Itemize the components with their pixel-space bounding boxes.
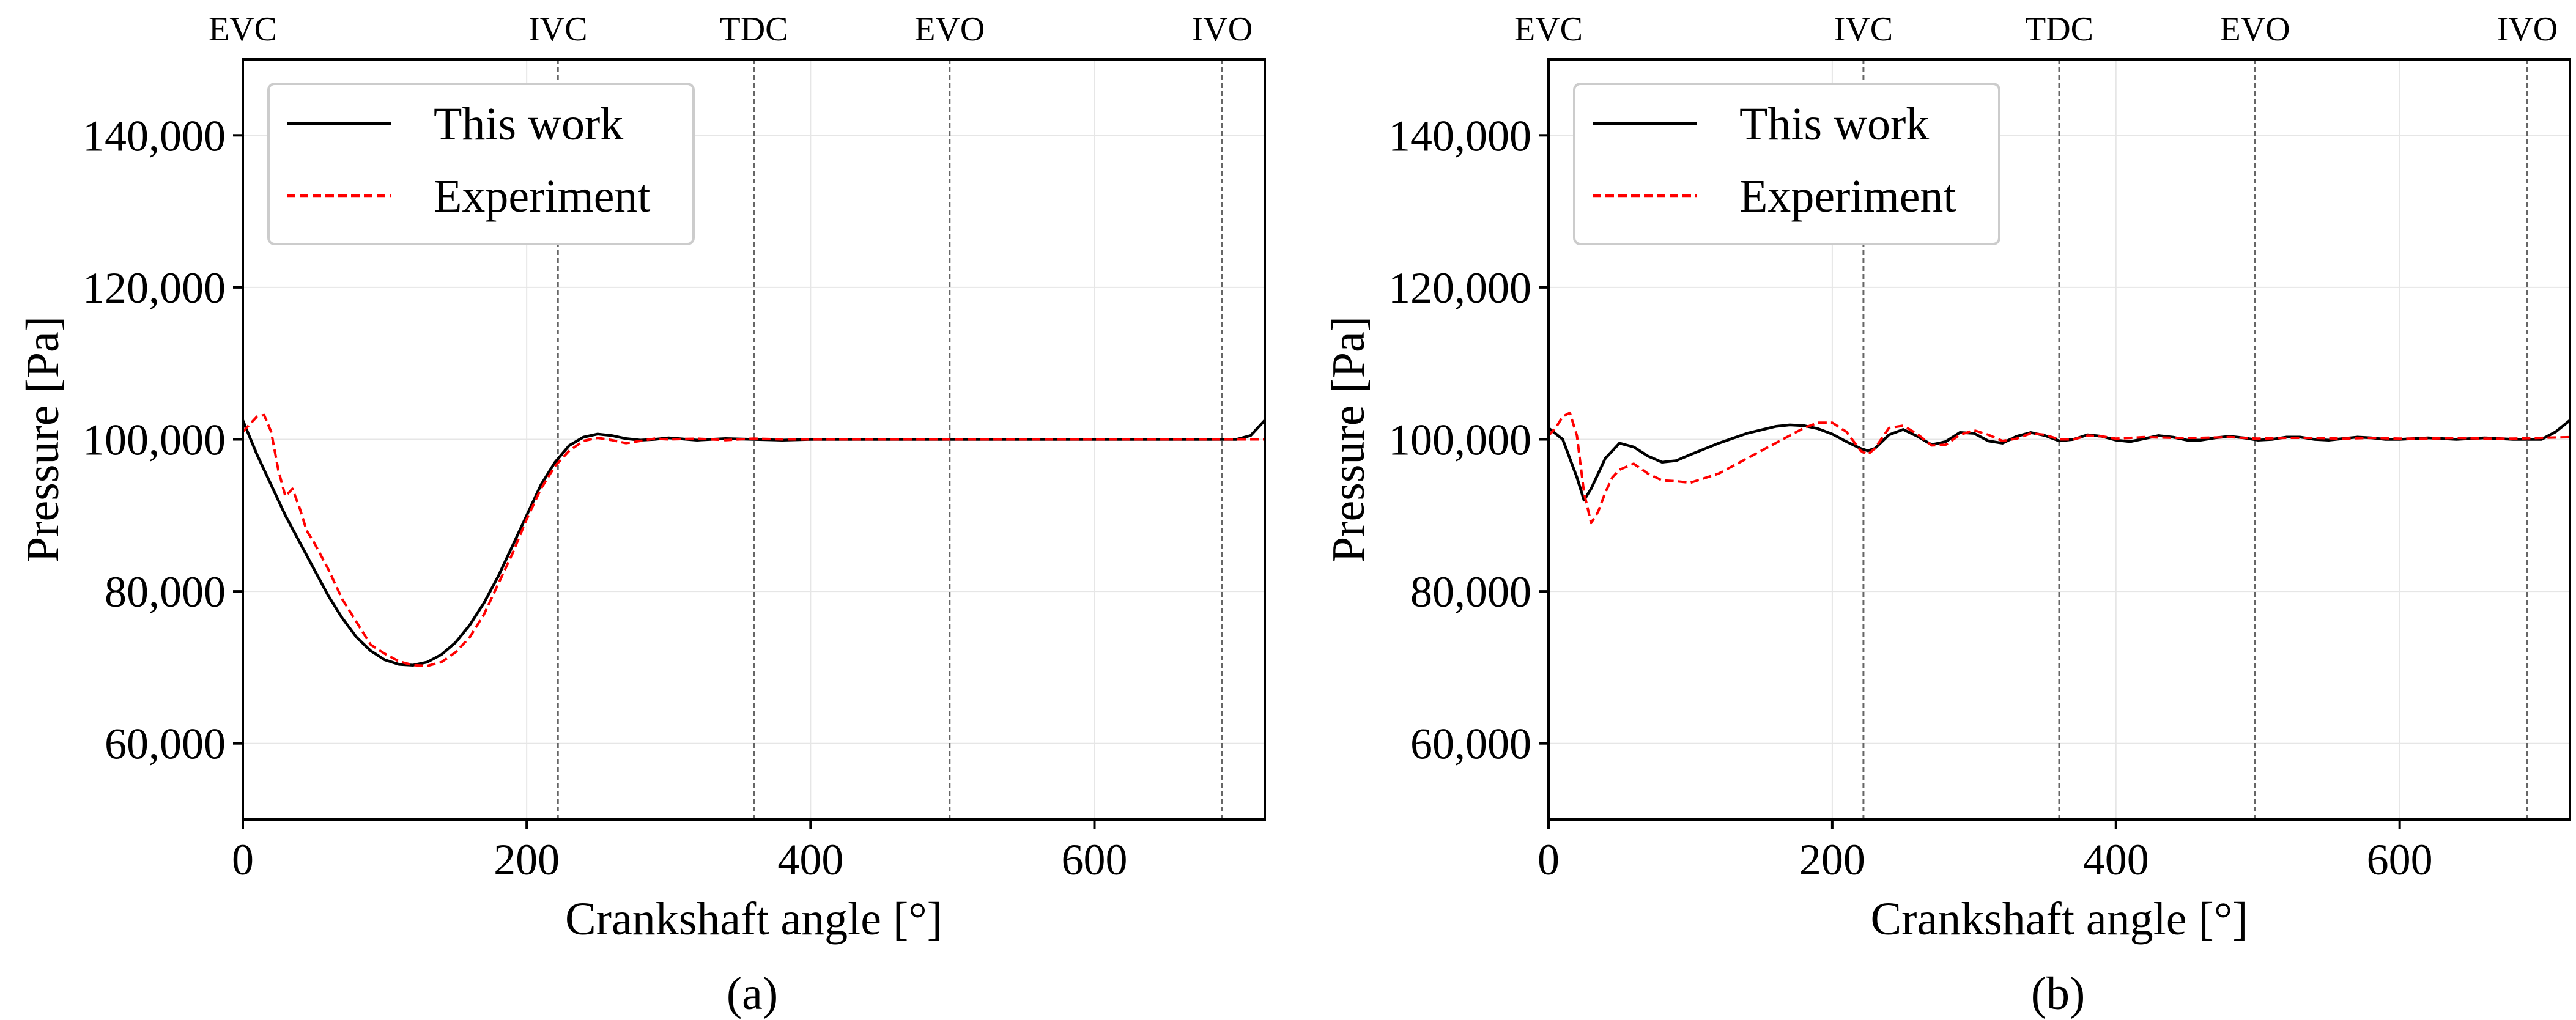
y-axis-title: Pressure [Pa] — [1323, 316, 1374, 563]
x-axis-title: Crankshaft angle [°] — [565, 893, 942, 945]
panel-b: EVC IVC TDC EVO IVO 0 200 400 600 60,000 80,000 100… — [1323, 10, 2571, 1019]
event-label-ivo: IVO — [1192, 10, 1253, 48]
event-label-ivc: IVC — [528, 10, 587, 48]
y-tick-label: 140,000 — [1388, 111, 1531, 160]
x-tick-label: 400 — [777, 835, 843, 884]
event-label-tdc: TDC — [2025, 10, 2093, 48]
panel-caption: (b) — [2031, 968, 2086, 1019]
y-axis-title: Pressure [Pa] — [17, 316, 68, 563]
x-axis-title: Crankshaft angle [°] — [1870, 893, 2248, 945]
event-label-evo: EVO — [914, 10, 985, 48]
y-tick-label: 140,000 — [83, 111, 226, 160]
y-tick-label: 100,000 — [83, 416, 226, 465]
legend-label-experiment: Experiment — [434, 171, 651, 222]
panel-caption: (a) — [727, 968, 778, 1019]
x-tick-label: 200 — [1799, 835, 1865, 884]
legend-label-this-work: This work — [1739, 98, 1929, 150]
series-line-experiment — [1547, 412, 2570, 525]
y-tick-label: 120,000 — [1388, 264, 1531, 312]
y-tick-label: 80,000 — [105, 567, 226, 616]
x-tick-label: 0 — [1538, 835, 1560, 884]
legend-label-experiment: Experiment — [1739, 171, 1956, 222]
panel-a: EVC IVC TDC EVO IVO 0 200 400 600 60,000 80,000 100… — [17, 10, 1266, 1019]
x-tick-label: 600 — [1062, 835, 1128, 884]
legend: This work Experiment — [267, 83, 695, 245]
x-tick-label: 400 — [2083, 835, 2149, 884]
y-tick-label: 60,000 — [1410, 720, 1531, 769]
x-tick-label: 0 — [232, 835, 254, 884]
event-label-evc: EVC — [209, 10, 277, 48]
legend: This work Experiment — [1573, 83, 2000, 245]
event-label-ivo: IVO — [2497, 10, 2558, 48]
event-label-evc: EVC — [1514, 10, 1583, 48]
event-label-tdc: TDC — [720, 10, 788, 48]
event-label-ivc: IVC — [1834, 10, 1893, 48]
y-tick-label: 100,000 — [1388, 416, 1531, 465]
y-tick-label: 80,000 — [1410, 567, 1531, 616]
event-label-evo: EVO — [2220, 10, 2290, 48]
x-tick-label: 200 — [494, 835, 560, 884]
legend-label-this-work: This work — [434, 98, 623, 150]
y-tick-label: 120,000 — [83, 264, 226, 312]
x-tick-label: 600 — [2367, 835, 2433, 884]
y-tick-label: 60,000 — [105, 720, 226, 769]
series-line-experiment — [242, 413, 1265, 667]
